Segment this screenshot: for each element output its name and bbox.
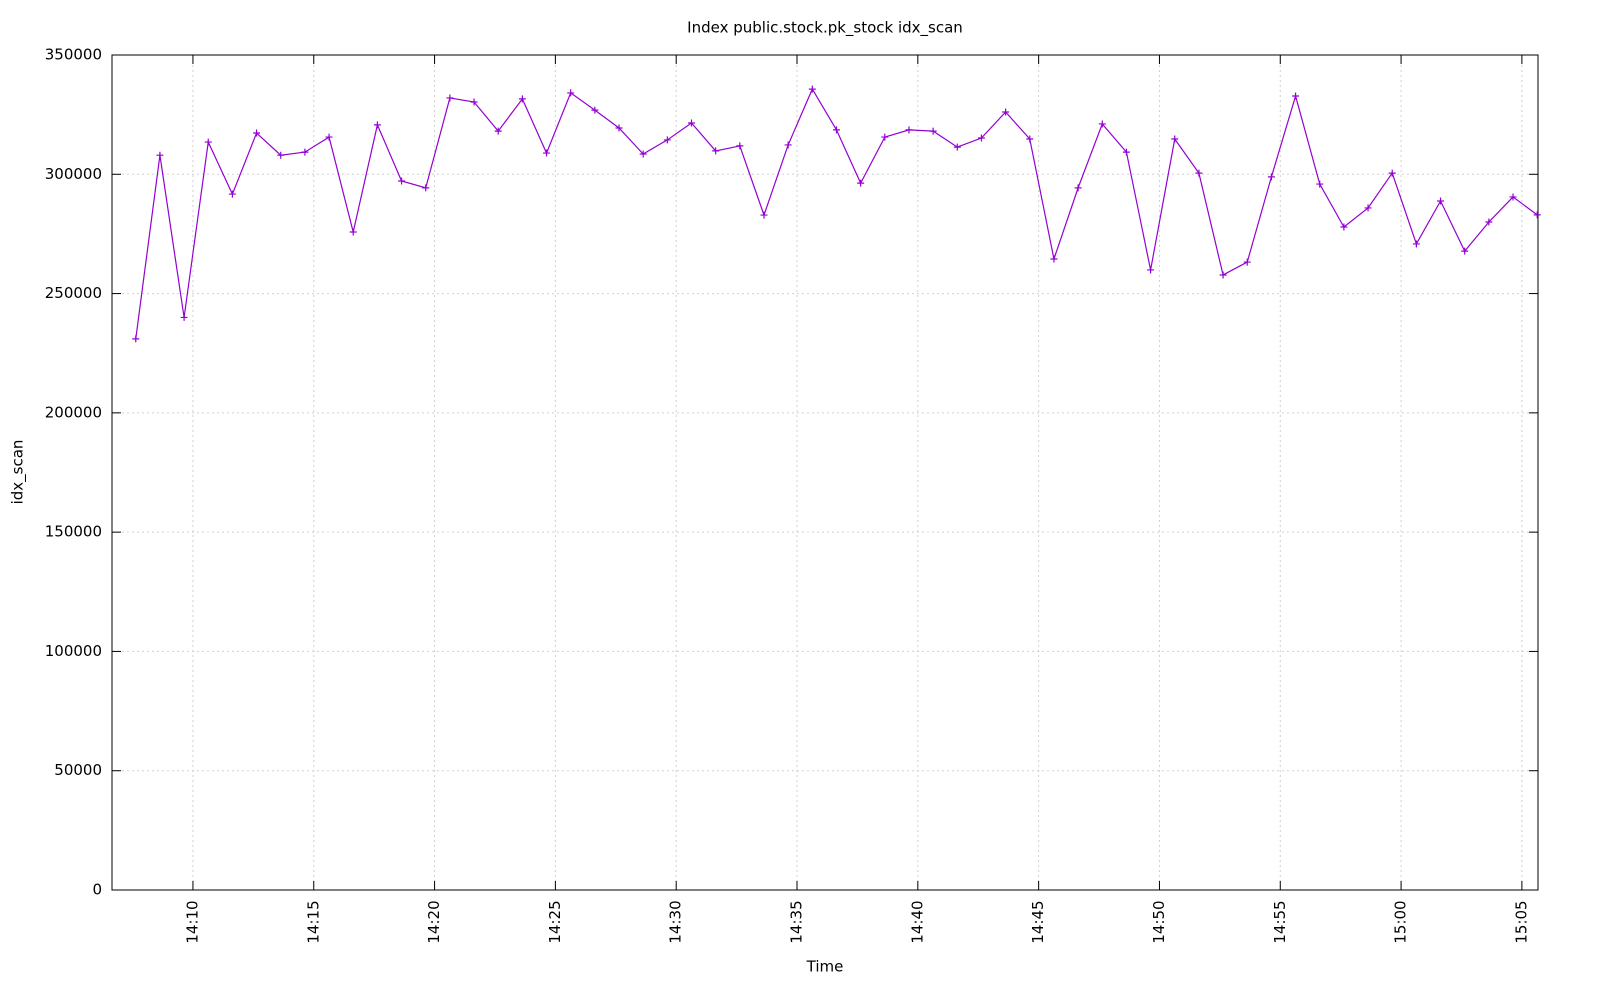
point xyxy=(1316,180,1324,188)
point xyxy=(349,228,357,236)
point xyxy=(905,126,913,134)
point xyxy=(567,89,575,97)
point xyxy=(857,179,865,187)
point xyxy=(1074,184,1082,192)
point xyxy=(760,211,768,219)
point xyxy=(591,106,599,114)
point xyxy=(518,95,526,103)
point xyxy=(1437,197,1445,205)
point xyxy=(1364,204,1372,212)
point xyxy=(494,127,502,135)
point xyxy=(204,138,212,146)
point xyxy=(929,127,937,135)
point xyxy=(1340,223,1348,231)
y-tick-label: 350000 xyxy=(45,46,102,64)
chart-title: Index public.stock.pk_stock idx_scan xyxy=(687,19,963,38)
x-tick-label: 14:55 xyxy=(1271,900,1289,943)
plot-frame xyxy=(111,54,1539,891)
x-tick-label: 14:35 xyxy=(788,900,806,943)
x-tick-label: 14:20 xyxy=(425,900,443,943)
point xyxy=(1002,108,1010,116)
y-tick-label: 200000 xyxy=(45,403,102,421)
point xyxy=(228,190,236,198)
point xyxy=(1050,255,1058,263)
point xyxy=(446,94,454,102)
point xyxy=(1485,218,1493,226)
point xyxy=(1461,247,1469,255)
point xyxy=(180,313,188,321)
point xyxy=(808,85,816,93)
point xyxy=(736,142,744,150)
grid xyxy=(112,54,1538,891)
y-tick-label: 150000 xyxy=(45,523,102,541)
point xyxy=(543,149,551,157)
point xyxy=(422,184,430,192)
point xyxy=(1171,135,1179,143)
point xyxy=(977,134,985,142)
x-tick-label: 15:00 xyxy=(1392,900,1410,943)
plot xyxy=(132,85,1541,343)
x-tick-label: 14:10 xyxy=(183,900,201,943)
x-tick-label: 14:25 xyxy=(546,900,564,943)
y-axis-label: idx_scan xyxy=(9,440,28,505)
x-tick-label: 14:15 xyxy=(304,900,322,943)
point xyxy=(325,133,333,141)
point xyxy=(784,141,792,149)
point xyxy=(1098,120,1106,128)
x-tick-label: 14:30 xyxy=(667,900,685,943)
point xyxy=(156,151,164,159)
point xyxy=(712,147,720,155)
point xyxy=(132,335,140,343)
point xyxy=(1219,271,1227,279)
point xyxy=(953,143,961,151)
point xyxy=(1122,148,1130,156)
point xyxy=(470,98,478,106)
point xyxy=(1388,169,1396,177)
point xyxy=(1267,173,1275,181)
point xyxy=(253,129,261,137)
point xyxy=(1412,240,1420,248)
point xyxy=(663,136,671,144)
point xyxy=(1195,169,1203,177)
point xyxy=(1292,92,1300,100)
y-tick-label: 250000 xyxy=(45,284,102,302)
x-axis-label: Time xyxy=(806,958,844,976)
y-tick-label: 300000 xyxy=(45,165,102,183)
x-tick-label: 15:05 xyxy=(1512,900,1530,943)
point xyxy=(1243,258,1251,266)
point xyxy=(881,133,889,141)
x-tick-label: 14:40 xyxy=(908,900,926,943)
point xyxy=(398,177,406,185)
point xyxy=(688,119,696,127)
point xyxy=(301,148,309,156)
point xyxy=(277,151,285,159)
point xyxy=(1026,135,1034,143)
point xyxy=(832,126,840,134)
point xyxy=(639,150,647,158)
point xyxy=(1147,266,1155,274)
x-tick-label: 14:45 xyxy=(1029,900,1047,943)
point xyxy=(615,124,623,132)
y-tick-label: 0 xyxy=(92,881,102,899)
y-tick-label: 100000 xyxy=(45,642,102,660)
x-tick-label: 14:50 xyxy=(1150,900,1168,943)
y-tick-label: 50000 xyxy=(54,761,102,779)
point xyxy=(1533,211,1541,219)
point xyxy=(1509,193,1517,201)
point xyxy=(373,121,381,129)
